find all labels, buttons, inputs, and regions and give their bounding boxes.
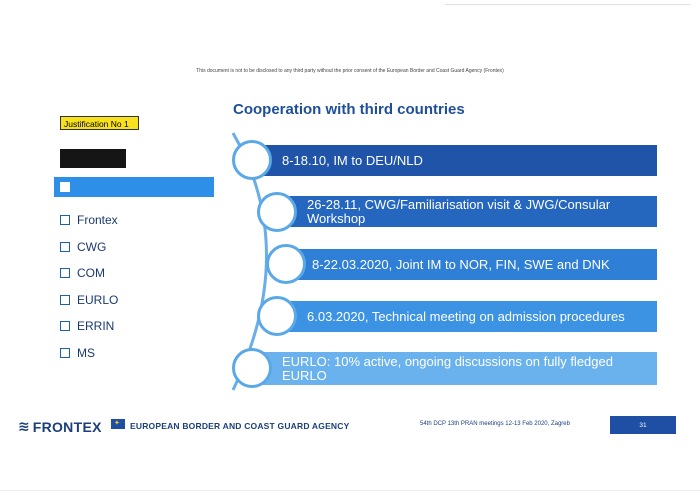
- legend-label: CWG: [77, 239, 107, 254]
- timeline-text: 26-28.11, CWG/Familiarisation visit & JW…: [307, 196, 611, 226]
- timeline-text: 8-22.03.2020, Joint IM to NOR, FIN, SWE …: [312, 256, 610, 272]
- checkbox-icon[interactable]: [60, 347, 70, 358]
- bottom-rule: [0, 490, 700, 491]
- checkbox-icon[interactable]: [60, 294, 70, 305]
- top-rule: [445, 4, 690, 5]
- legend-item-frontex[interactable]: Frontex: [60, 207, 118, 234]
- timeline-item: 8-18.10, IM to DEU/NLD: [254, 145, 657, 176]
- legend-item-errin[interactable]: ERRIN: [60, 313, 118, 340]
- frontex-wave-icon: ≋: [18, 418, 30, 434]
- frontex-logo: ≋ FRONTEX: [18, 418, 102, 435]
- slide-title: Cooperation with third countries: [233, 101, 465, 118]
- eu-flag-icon: ✦: [111, 419, 125, 429]
- timeline-node: [232, 140, 272, 180]
- legend-label: COM: [77, 266, 105, 281]
- timeline-node: [257, 296, 297, 336]
- agency-name: EUROPEAN BORDER AND COAST GUARD AGENCY: [130, 421, 350, 431]
- timeline-item: 8-22.03.2020, Joint IM to NOR, FIN, SWE …: [290, 249, 657, 280]
- legend-item-com[interactable]: COM: [60, 260, 118, 287]
- page-number: 31: [610, 416, 676, 434]
- timeline-item: 26-28.11, CWG/Familiarisation visit & JW…: [281, 196, 657, 227]
- redaction-block: [60, 149, 126, 168]
- page-number-text: 31: [639, 421, 647, 429]
- legend-item-eurlo[interactable]: EURLO: [60, 287, 118, 314]
- checkbox-icon[interactable]: [60, 268, 70, 279]
- legend: Frontex CWG COM EURLO ERRIN MS: [60, 207, 118, 366]
- checkbox-icon: [60, 182, 70, 192]
- legend-label: EURLO: [77, 292, 119, 307]
- confidentiality-notice: This document is not to be disclosed to …: [196, 68, 504, 74]
- timeline-node: [232, 348, 272, 388]
- brand-name: FRONTEX: [32, 418, 102, 435]
- timeline-node: [257, 192, 297, 232]
- justification-label: Justification No 1: [60, 116, 139, 130]
- timeline-text: 8-18.10, IM to DEU/NLD: [282, 152, 423, 168]
- legend-label: Frontex: [77, 213, 118, 228]
- timeline-text: 6.03.2020, Technical meeting on admissio…: [307, 308, 625, 324]
- legend-item-ms[interactable]: MS: [60, 340, 118, 367]
- legend-label: MS: [77, 345, 95, 360]
- timeline-node: [266, 244, 306, 284]
- checkbox-icon[interactable]: [60, 241, 70, 252]
- legend-label: ERRIN: [77, 319, 115, 334]
- legend-item-cwg[interactable]: CWG: [60, 234, 118, 261]
- checkbox-icon[interactable]: [60, 215, 70, 226]
- timeline-item: 6.03.2020, Technical meeting on admissio…: [281, 301, 657, 332]
- legend-header-bar: [54, 177, 214, 197]
- timeline-text: EURLO: 10% active, ongoing discussions o…: [282, 353, 613, 383]
- checkbox-icon[interactable]: [60, 321, 70, 332]
- timeline-item: EURLO: 10% active, ongoing discussions o…: [254, 352, 657, 385]
- meeting-info: 54th DCP 13th PRAN meetings 12-13 Feb 20…: [420, 421, 570, 427]
